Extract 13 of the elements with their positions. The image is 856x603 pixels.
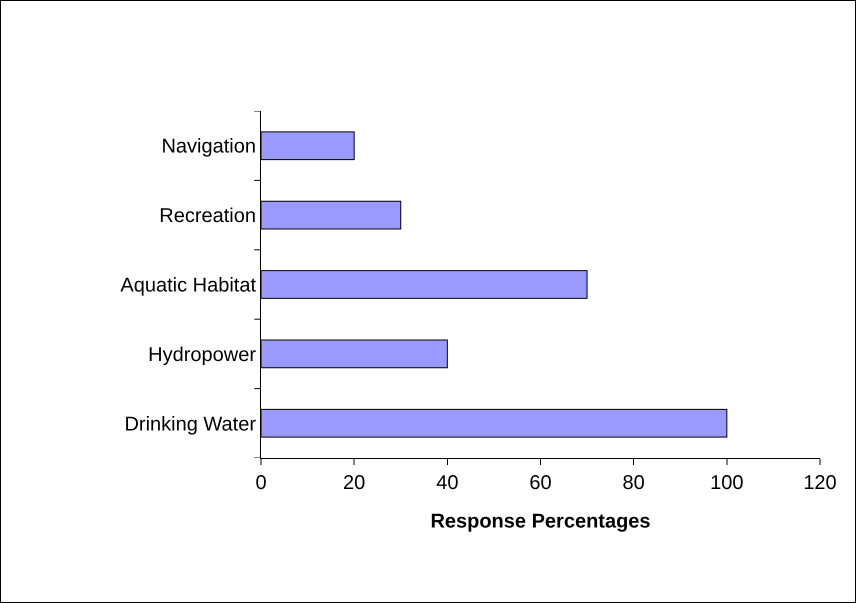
y-tick-label: Drinking Water [124,413,256,436]
y-tick-label: Navigation [161,136,256,158]
x-tick-label: 60 [529,472,552,494]
x-tick-label: 40 [436,472,458,494]
x-axis-title: Response Percentages [430,510,651,532]
y-tick-label: Hydropower [148,344,256,366]
y-tick-label: Recreation [159,205,256,228]
x-tick-label: 100 [710,472,744,494]
x-tick-label: 20 [343,472,366,494]
y-tick-label: Aquatic Habitat [120,274,256,296]
x-tick-label: 120 [803,472,837,494]
x-tick-label: 80 [622,472,645,494]
x-tick-label: 0 [255,472,267,494]
